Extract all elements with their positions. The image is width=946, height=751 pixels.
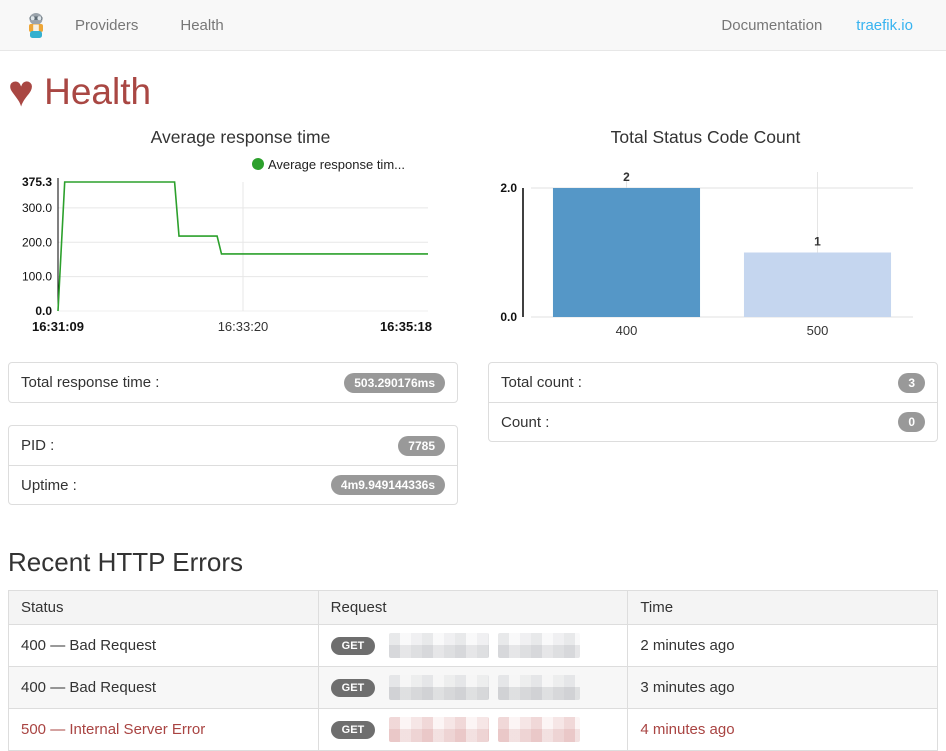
response-time-chart-panel: Average response time Average response t… <box>8 127 473 346</box>
error-request: GET <box>317 708 629 751</box>
svg-text:1: 1 <box>814 235 821 249</box>
error-time: 3 minutes ago <box>627 666 938 709</box>
redacted-request-url <box>389 717 581 742</box>
heart-icon: ♥ <box>8 67 35 116</box>
uptime-row: Uptime : 4m9.949144336s <box>9 465 457 504</box>
nav-link-providers[interactable]: Providers <box>75 16 139 34</box>
process-info-card: PID : 7785 Uptime : 4m9.949144336s <box>8 425 458 505</box>
svg-text:0.0: 0.0 <box>35 304 52 318</box>
response-time-line-chart: 0.0 100.0 200.0 300.0 375.3 16:31:09 16:33:20 1… <box>22 175 432 334</box>
total-response-time-row: Total response time : 503.290176ms <box>9 363 457 402</box>
line-chart-title: Average response time <box>150 127 331 147</box>
svg-text:2.0: 2.0 <box>500 181 517 195</box>
pid-label: PID : <box>21 437 55 454</box>
pid-row: PID : 7785 <box>9 426 457 465</box>
error-time: 4 minutes ago <box>627 708 938 751</box>
nav-right-links: Documentation traefik.io <box>721 17 931 34</box>
svg-text:375.3: 375.3 <box>22 175 52 189</box>
redacted-request-url <box>389 675 581 700</box>
svg-text:0.0: 0.0 <box>500 310 517 324</box>
table-row: 400 — Bad Request GET 2 minutes ago <box>8 624 938 667</box>
http-errors-table: Status Request Time 400 — Bad Request GE… <box>8 590 938 751</box>
uptime-badge: 4m9.949144336s <box>330 475 445 495</box>
error-time: 2 minutes ago <box>627 624 938 667</box>
svg-text:300.0: 300.0 <box>22 201 52 215</box>
nav-link-documentation[interactable]: Documentation <box>721 16 823 34</box>
legend-label: Average response tim... <box>267 156 405 172</box>
table-header-row: Status Request Time <box>8 590 938 625</box>
nav-link-health[interactable]: Health <box>180 16 224 34</box>
redacted-request-url <box>389 633 581 658</box>
svg-text:500: 500 <box>807 323 829 338</box>
total-response-time-label: Total response time : <box>21 374 160 391</box>
get-method-badge: GET <box>330 636 376 655</box>
get-method-badge: GET <box>330 678 376 697</box>
nav-links: Providers Health <box>75 17 224 34</box>
error-request: GET <box>317 624 629 667</box>
table-row: 500 — Internal Server Error GET 4 minute… <box>8 708 938 751</box>
count-row: Count : 0 <box>489 402 937 441</box>
page-title-text: Health <box>44 71 152 112</box>
total-response-time-card: Total response time : 503.290176ms <box>8 362 458 403</box>
legend-dot-icon <box>251 158 264 170</box>
header-time: Time <box>627 590 938 625</box>
traefik-gopher-icon <box>29 12 43 38</box>
svg-text:16:31:09: 16:31:09 <box>32 319 84 334</box>
total-count-badge: 3 <box>898 372 925 393</box>
table-row: 400 — Bad Request GET 3 minutes ago <box>8 666 938 709</box>
uptime-label: Uptime : <box>21 476 77 494</box>
status-code-bar-chart: 2.0 0.0 2 400 1 500 <box>500 170 913 338</box>
pid-badge: 7785 <box>398 435 445 456</box>
status-code-chart-panel: Total Status Code Count 2.0 0.0 2 400 1 500 <box>473 127 938 346</box>
page-title: ♥ Health <box>8 67 938 116</box>
error-request: GET <box>317 666 629 709</box>
bar-chart-title: Total Status Code Count <box>610 127 801 147</box>
nav-link-traefik-io[interactable]: traefik.io <box>856 16 913 34</box>
navbar: Providers Health Documentation traefik.i… <box>0 0 946 51</box>
svg-text:16:33:20: 16:33:20 <box>218 319 269 334</box>
get-method-badge: GET <box>330 720 376 739</box>
error-status: 400 — Bad Request <box>8 624 319 667</box>
header-request: Request <box>317 590 629 625</box>
total-count-label: Total count : <box>501 374 582 391</box>
error-status: 500 — Internal Server Error <box>8 708 319 751</box>
header-status: Status <box>8 590 319 625</box>
line-chart-legend[interactable]: Average response tim... <box>8 154 473 174</box>
traefik-logo[interactable] <box>25 12 47 39</box>
total-response-time-badge: 503.290176ms <box>344 372 445 393</box>
total-count-row: Total count : 3 <box>489 363 937 402</box>
svg-text:400: 400 <box>616 323 638 338</box>
error-status: 400 — Bad Request <box>8 666 319 709</box>
recent-http-errors-title: Recent HTTP Errors <box>8 547 244 577</box>
status-count-card: Total count : 3 Count : 0 <box>488 362 938 442</box>
svg-text:16:35:18: 16:35:18 <box>380 319 432 334</box>
svg-text:100.0: 100.0 <box>22 270 52 284</box>
count-label: Count : <box>501 413 550 431</box>
svg-text:200.0: 200.0 <box>22 235 52 249</box>
svg-text:2: 2 <box>623 170 630 184</box>
count-badge: 0 <box>898 412 925 432</box>
